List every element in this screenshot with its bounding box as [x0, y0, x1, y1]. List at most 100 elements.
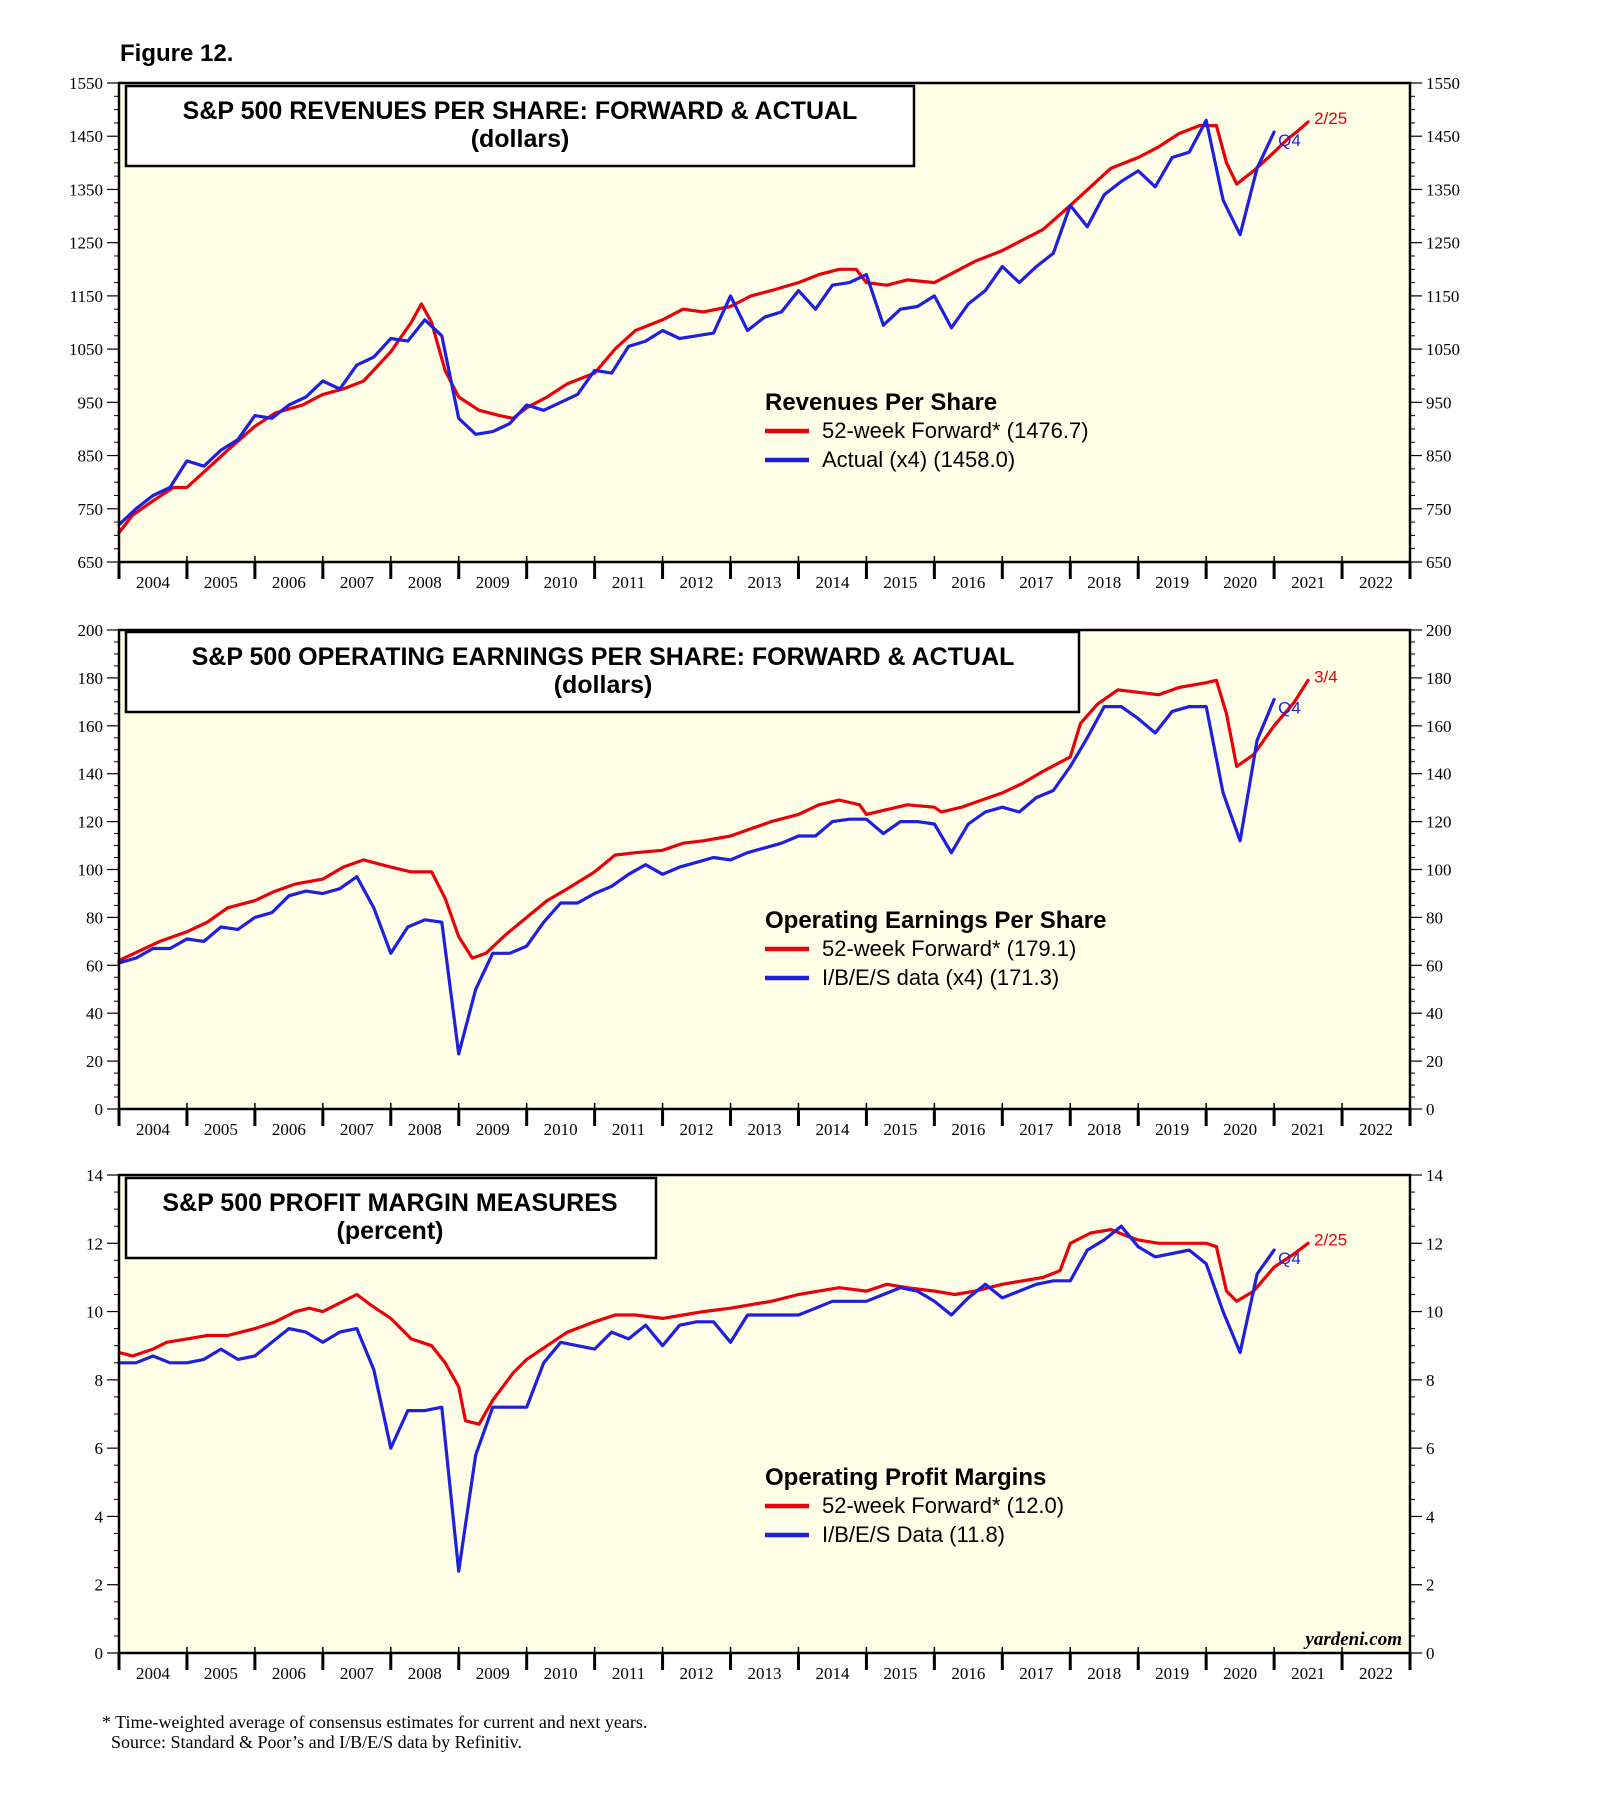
x-year-label: 2013: [748, 1664, 782, 1683]
y-tick-label-right: 160: [1426, 717, 1452, 736]
x-year-label: 2015: [883, 1120, 917, 1139]
revenues-panel: 650 650 750 750 850 850 950 950 1050 1050 1150 1150…: [69, 74, 1460, 592]
title-box: [124, 84, 916, 168]
x-year-label: 2008: [408, 1664, 442, 1683]
x-year-label: 2010: [544, 1120, 578, 1139]
y-tick-label-left: 200: [78, 621, 104, 640]
chart-title: S&P 500 PROFIT MARGIN MEASURES: [162, 1189, 617, 1217]
y-tick-label-right: 1050: [1426, 340, 1460, 359]
source-credit: yardeni.com: [1303, 1629, 1402, 1650]
x-year-label: 2018: [1087, 1120, 1121, 1139]
x-year-label: 2012: [680, 1120, 714, 1139]
x-year-label: 2004: [136, 1120, 171, 1139]
actual-series-line: [117, 118, 1276, 527]
x-year-label: 2015: [883, 1664, 917, 1683]
x-year-label: 2004: [136, 573, 171, 592]
y-tick-label-right: 1450: [1426, 127, 1460, 146]
x-year-label: 2005: [204, 573, 238, 592]
y-tick-label-right: 1150: [1426, 287, 1459, 306]
x-year-label: 2011: [612, 573, 645, 592]
x-year-label: 2022: [1359, 1120, 1393, 1139]
y-tick-label-right: 12: [1426, 1234, 1443, 1253]
x-year-label: 2011: [612, 1664, 645, 1683]
figure-label: Figure 12.: [120, 40, 234, 67]
x-year-label: 2021: [1291, 573, 1325, 592]
chart-subtitle: (dollars): [554, 671, 653, 699]
y-tick-label-right: 0: [1426, 1100, 1435, 1119]
chart-title: S&P 500 OPERATING EARNINGS PER SHARE: FO…: [192, 643, 1015, 671]
x-year-label: 2006: [272, 1120, 306, 1139]
y-tick-label-right: 650: [1426, 553, 1452, 572]
x-year-label: 2010: [544, 1664, 578, 1683]
footnotes: * Time-weighted average of consensus est…: [102, 1712, 647, 1752]
plot-frame: [117, 81, 1412, 564]
y-tick-label-right: 120: [1426, 813, 1452, 832]
x-year-label: 2018: [1087, 573, 1121, 592]
profit-margin-panel: 0 0 2 2 4 4 6 6 8 8 10 10 12 12 14 14 2004 2005 2006 2007 20…: [86, 1166, 1444, 1683]
x-year-label: 2016: [951, 1664, 985, 1683]
x-year-label: 2017: [1019, 573, 1054, 592]
y-tick-label-right: 4: [1426, 1507, 1435, 1526]
y-tick-label-right: 8: [1426, 1371, 1435, 1390]
x-year-label: 2012: [680, 573, 714, 592]
y-tick-label-left: 80: [86, 908, 103, 927]
y-tick-label-left: 750: [78, 500, 104, 519]
y-tick-label-left: 160: [78, 717, 104, 736]
y-tick-label-right: 1250: [1426, 234, 1460, 253]
x-year-label: 2014: [815, 573, 850, 592]
x-year-label: 2014: [815, 1120, 850, 1139]
x-year-label: 2007: [340, 1120, 375, 1139]
y-tick-label-left: 140: [78, 765, 104, 784]
x-year-label: 2014: [815, 1664, 850, 1683]
x-year-label: 2010: [544, 573, 578, 592]
y-tick-label-left: 4: [95, 1507, 104, 1526]
y-tick-label-left: 100: [78, 861, 104, 880]
y-tick-label-right: 80: [1426, 908, 1443, 927]
plot-frame: [117, 1173, 1412, 1655]
x-year-label: 2009: [476, 1120, 510, 1139]
x-year-label: 2008: [408, 573, 442, 592]
x-year-label: 2009: [476, 573, 510, 592]
plot-frame: [117, 628, 1412, 1111]
y-tick-label-left: 1250: [69, 234, 103, 253]
y-tick-label-right: 40: [1426, 1004, 1443, 1023]
chart-subtitle: (percent): [337, 1217, 444, 1245]
legend-label-forward: 52-week Forward* (1476.7): [822, 418, 1089, 443]
actual-end-label: Q4: [1278, 698, 1301, 717]
y-tick-label-left: 120: [78, 813, 104, 832]
y-tick-label-right: 14: [1426, 1166, 1444, 1185]
actual-end-label: Q4: [1278, 1249, 1301, 1268]
chart-subtitle: (dollars): [471, 125, 570, 153]
legend-heading: Operating Earnings Per Share: [765, 907, 1106, 934]
x-year-label: 2013: [748, 1120, 782, 1139]
y-tick-label-left: 60: [86, 956, 103, 975]
forward-end-label: 3/4: [1314, 667, 1338, 686]
forward-series-line: [117, 678, 1310, 963]
x-year-label: 2008: [408, 1120, 442, 1139]
y-tick-label-right: 950: [1426, 393, 1452, 412]
y-tick-label-left: 650: [78, 553, 104, 572]
x-year-label: 2020: [1223, 573, 1257, 592]
x-year-label: 2022: [1359, 1664, 1393, 1683]
x-year-label: 2016: [951, 573, 985, 592]
x-year-label: 2016: [951, 1120, 985, 1139]
x-year-label: 2015: [883, 573, 917, 592]
x-year-label: 2017: [1019, 1664, 1054, 1683]
y-tick-label-left: 0: [95, 1100, 104, 1119]
x-year-label: 2006: [272, 573, 306, 592]
x-year-label: 2005: [204, 1120, 238, 1139]
x-year-label: 2021: [1291, 1664, 1325, 1683]
legend-label-actual: I/B/E/S data (x4) (171.3): [822, 965, 1059, 990]
actual-series-line: [117, 1224, 1276, 1573]
y-tick-label-right: 20: [1426, 1052, 1443, 1071]
legend-label-forward: 52-week Forward* (179.1): [822, 936, 1076, 961]
footnote-source: Source: Standard & Poor’s and I/B/E/S da…: [102, 1732, 522, 1752]
y-tick-label-left: 950: [78, 393, 104, 412]
x-year-label: 2020: [1223, 1664, 1257, 1683]
x-year-label: 2019: [1155, 1664, 1189, 1683]
y-tick-label-left: 20: [86, 1052, 103, 1071]
y-tick-label-right: 750: [1426, 500, 1452, 519]
y-tick-label-left: 10: [86, 1303, 103, 1322]
y-tick-label-left: 180: [78, 669, 104, 688]
x-year-label: 2012: [680, 1664, 714, 1683]
